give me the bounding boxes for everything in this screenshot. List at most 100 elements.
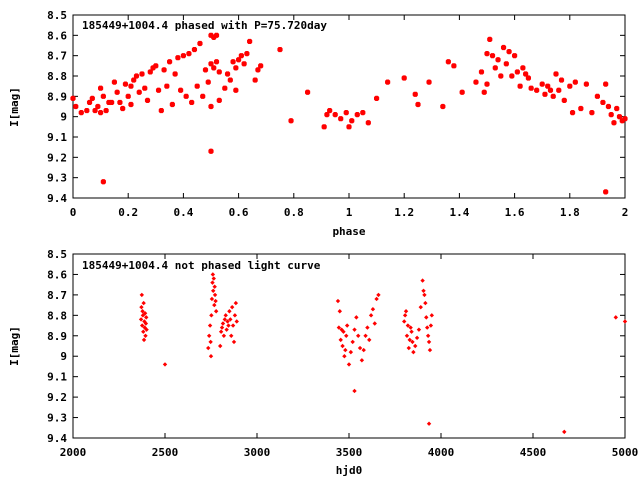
data-point (158, 107, 164, 114)
data-point (212, 284, 217, 289)
data-point (492, 65, 498, 71)
data-point (534, 87, 540, 93)
data-point (233, 300, 239, 306)
data-point (92, 107, 98, 114)
data-point (208, 61, 214, 67)
data-point (372, 321, 377, 326)
data-point (346, 124, 352, 130)
data-point (208, 148, 214, 154)
data-point (357, 345, 363, 351)
data-point (427, 347, 433, 353)
y-tick-label: 9.3 (47, 412, 67, 425)
data-point (338, 116, 344, 122)
y-axis-label: I[mag] (8, 326, 21, 366)
data-point (608, 111, 614, 118)
x-tick-label: 0.6 (229, 206, 249, 219)
data-point (210, 280, 215, 285)
x-tick-label: 2000 (60, 446, 87, 459)
data-point (421, 288, 426, 293)
data-point (360, 109, 366, 116)
data-point (425, 333, 431, 338)
data-point (481, 89, 487, 95)
data-point (603, 81, 609, 87)
data-point (211, 288, 216, 293)
data-point (338, 337, 343, 343)
data-point (335, 298, 341, 304)
data-point (509, 73, 515, 79)
data-point (222, 317, 227, 322)
data-point (613, 315, 618, 320)
data-point (138, 317, 144, 322)
data-point (336, 325, 342, 330)
data-point (86, 99, 93, 106)
data-point (206, 345, 211, 351)
data-point (227, 309, 232, 314)
data-point (205, 79, 211, 85)
data-point (141, 300, 146, 306)
data-point (186, 50, 192, 57)
data-point (169, 101, 176, 108)
data-point (498, 73, 504, 79)
data-point (418, 304, 423, 310)
data-point (108, 99, 115, 106)
data-point (89, 95, 95, 102)
data-point (583, 81, 590, 87)
data-point (363, 333, 368, 338)
data-point (177, 87, 184, 93)
data-point (408, 325, 413, 330)
data-point (147, 69, 153, 75)
data-point (359, 358, 365, 363)
data-point (153, 63, 159, 69)
data-point (207, 323, 213, 328)
data-point (136, 89, 142, 95)
data-point (128, 83, 134, 89)
data-point (144, 327, 149, 332)
data-point (232, 313, 238, 318)
tick-group: 0 0.2 0.4 0.6 0.8 1 1.2 1.4 1.6 1.8 2 8.5 8.6 8.7 8.8 8… (47, 9, 628, 219)
data-point (189, 99, 195, 106)
data-point (614, 105, 620, 112)
data-point (352, 388, 357, 394)
x-tick-label: 2500 (152, 446, 179, 459)
data-point (218, 329, 224, 334)
data-point (514, 69, 521, 75)
data-point (561, 97, 567, 104)
data-point (213, 298, 218, 304)
data-point (414, 335, 420, 341)
y-axis-label: I[mag] (8, 87, 21, 127)
data-point (440, 103, 446, 110)
x-tick-label: 5000 (612, 446, 639, 459)
data-point (125, 93, 131, 99)
data-point (404, 333, 410, 338)
data-point (225, 319, 230, 324)
data-point (139, 304, 144, 310)
data-point (175, 55, 181, 61)
data-point (412, 91, 418, 97)
data-point (361, 347, 366, 353)
data-point (342, 354, 347, 359)
data-point (142, 311, 148, 316)
data-point (567, 83, 573, 89)
data-point (341, 329, 346, 334)
x-tick-label: 1.2 (394, 206, 414, 219)
data-point (133, 73, 140, 79)
data-point (231, 339, 237, 345)
data-point (426, 79, 432, 85)
data-point (139, 323, 145, 328)
data-point (429, 313, 434, 318)
data-point (426, 421, 432, 426)
tick-group: 2000 2500 3000 3500 4000 4500 5000 8.5 8.6 8.7 8.8… (47, 248, 638, 459)
y-tick-label: 8.7 (47, 50, 67, 63)
data-point (352, 327, 357, 332)
data-point (230, 59, 236, 65)
data-point (425, 325, 430, 330)
x-tick-label: 1 (346, 206, 353, 219)
data-point (224, 71, 231, 77)
data-point (594, 93, 601, 99)
data-point (622, 116, 628, 122)
data-point (517, 83, 523, 89)
data-point (332, 111, 338, 118)
data-point (246, 38, 253, 45)
plot-frame (72, 14, 626, 199)
